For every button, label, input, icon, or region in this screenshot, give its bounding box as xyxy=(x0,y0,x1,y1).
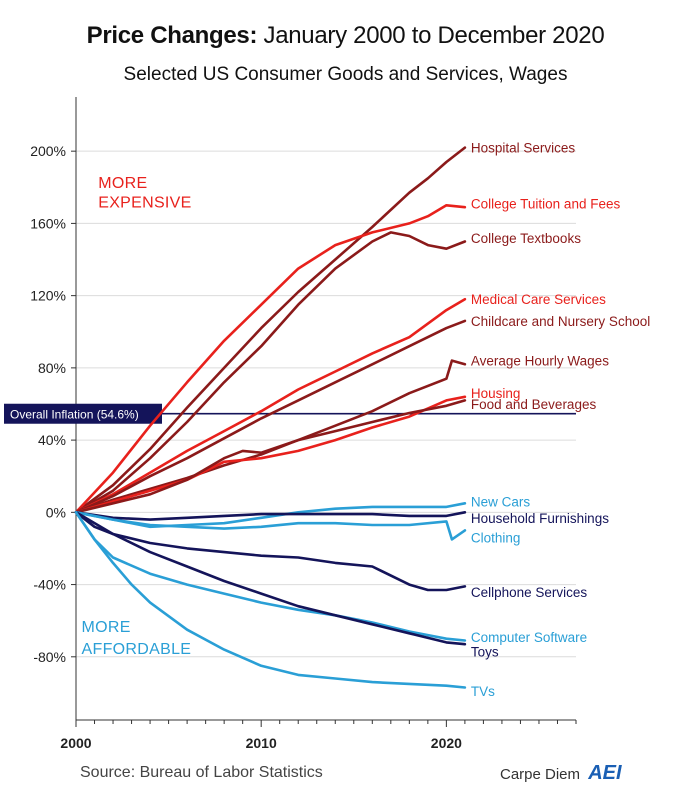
series-label: Household Furnishings xyxy=(471,511,609,526)
series-label: Average Hourly Wages xyxy=(471,354,609,369)
annotation-label: EXPENSIVE xyxy=(98,195,191,212)
x-tick-label: 2010 xyxy=(246,735,277,751)
series-label: Medical Care Services xyxy=(471,292,606,307)
series-label: Hospital Services xyxy=(471,141,576,156)
x-tick-label: 2020 xyxy=(431,735,462,751)
y-tick-label: 200% xyxy=(30,143,66,159)
y-tick-label: 0% xyxy=(46,504,66,520)
series-label: Housing xyxy=(471,386,521,401)
series-line xyxy=(74,510,467,541)
y-tick-label: 40% xyxy=(38,432,66,448)
chart-title: Price Changes: January 2000 to December … xyxy=(0,22,691,50)
aei-logo: AEI xyxy=(588,762,622,784)
source-note: Source: Bureau of Labor Statistics xyxy=(80,764,323,781)
chart-subtitle: Selected US Consumer Goods and Services,… xyxy=(123,64,568,85)
title-rest-part: January 2000 to December 2020 xyxy=(263,22,605,49)
series-line xyxy=(74,359,467,514)
series-line xyxy=(74,510,467,689)
series-label: College Tuition and Fees xyxy=(471,197,621,212)
series-line xyxy=(74,395,467,514)
annotation-label: MORE xyxy=(98,175,147,192)
annotation-label: MORE xyxy=(82,619,131,636)
series-label: Computer Software xyxy=(471,630,587,645)
series-label: Toys xyxy=(471,644,499,659)
series-label: New Cars xyxy=(471,494,531,509)
annotation-label: AFFORDABLE xyxy=(82,641,192,658)
title-bold-part: Price Changes: xyxy=(86,22,258,49)
series-line xyxy=(74,510,467,521)
inflation-label: Overall Inflation (54.6%) xyxy=(10,408,139,422)
series-label: TVs xyxy=(471,684,495,699)
y-tick-label: 80% xyxy=(38,360,66,376)
brand: Carpe Diem AEI xyxy=(500,762,622,785)
series-label: Cellphone Services xyxy=(471,585,588,600)
inflation-label-box xyxy=(4,403,162,424)
brand-name: Carpe Diem xyxy=(500,766,581,783)
series-line xyxy=(74,297,467,514)
series-line xyxy=(74,510,467,592)
y-tick-label: 120% xyxy=(30,288,66,304)
y-tick-label: -80% xyxy=(33,649,66,665)
series-line xyxy=(74,204,467,514)
series-label: Childcare and Nursery School xyxy=(471,314,650,329)
y-tick-label: 160% xyxy=(30,215,66,231)
series-line xyxy=(74,510,467,646)
series-label: Food and Beverages xyxy=(471,397,597,412)
series-line xyxy=(74,231,467,514)
y-tick-label: -40% xyxy=(33,577,66,593)
series-line xyxy=(74,399,467,514)
series-label: College Textbooks xyxy=(471,231,581,246)
series-line xyxy=(74,510,467,642)
x-tick-label: 2000 xyxy=(60,735,91,751)
series-line xyxy=(74,319,467,514)
series-label: Clothing xyxy=(471,531,521,546)
series-line xyxy=(74,146,467,514)
